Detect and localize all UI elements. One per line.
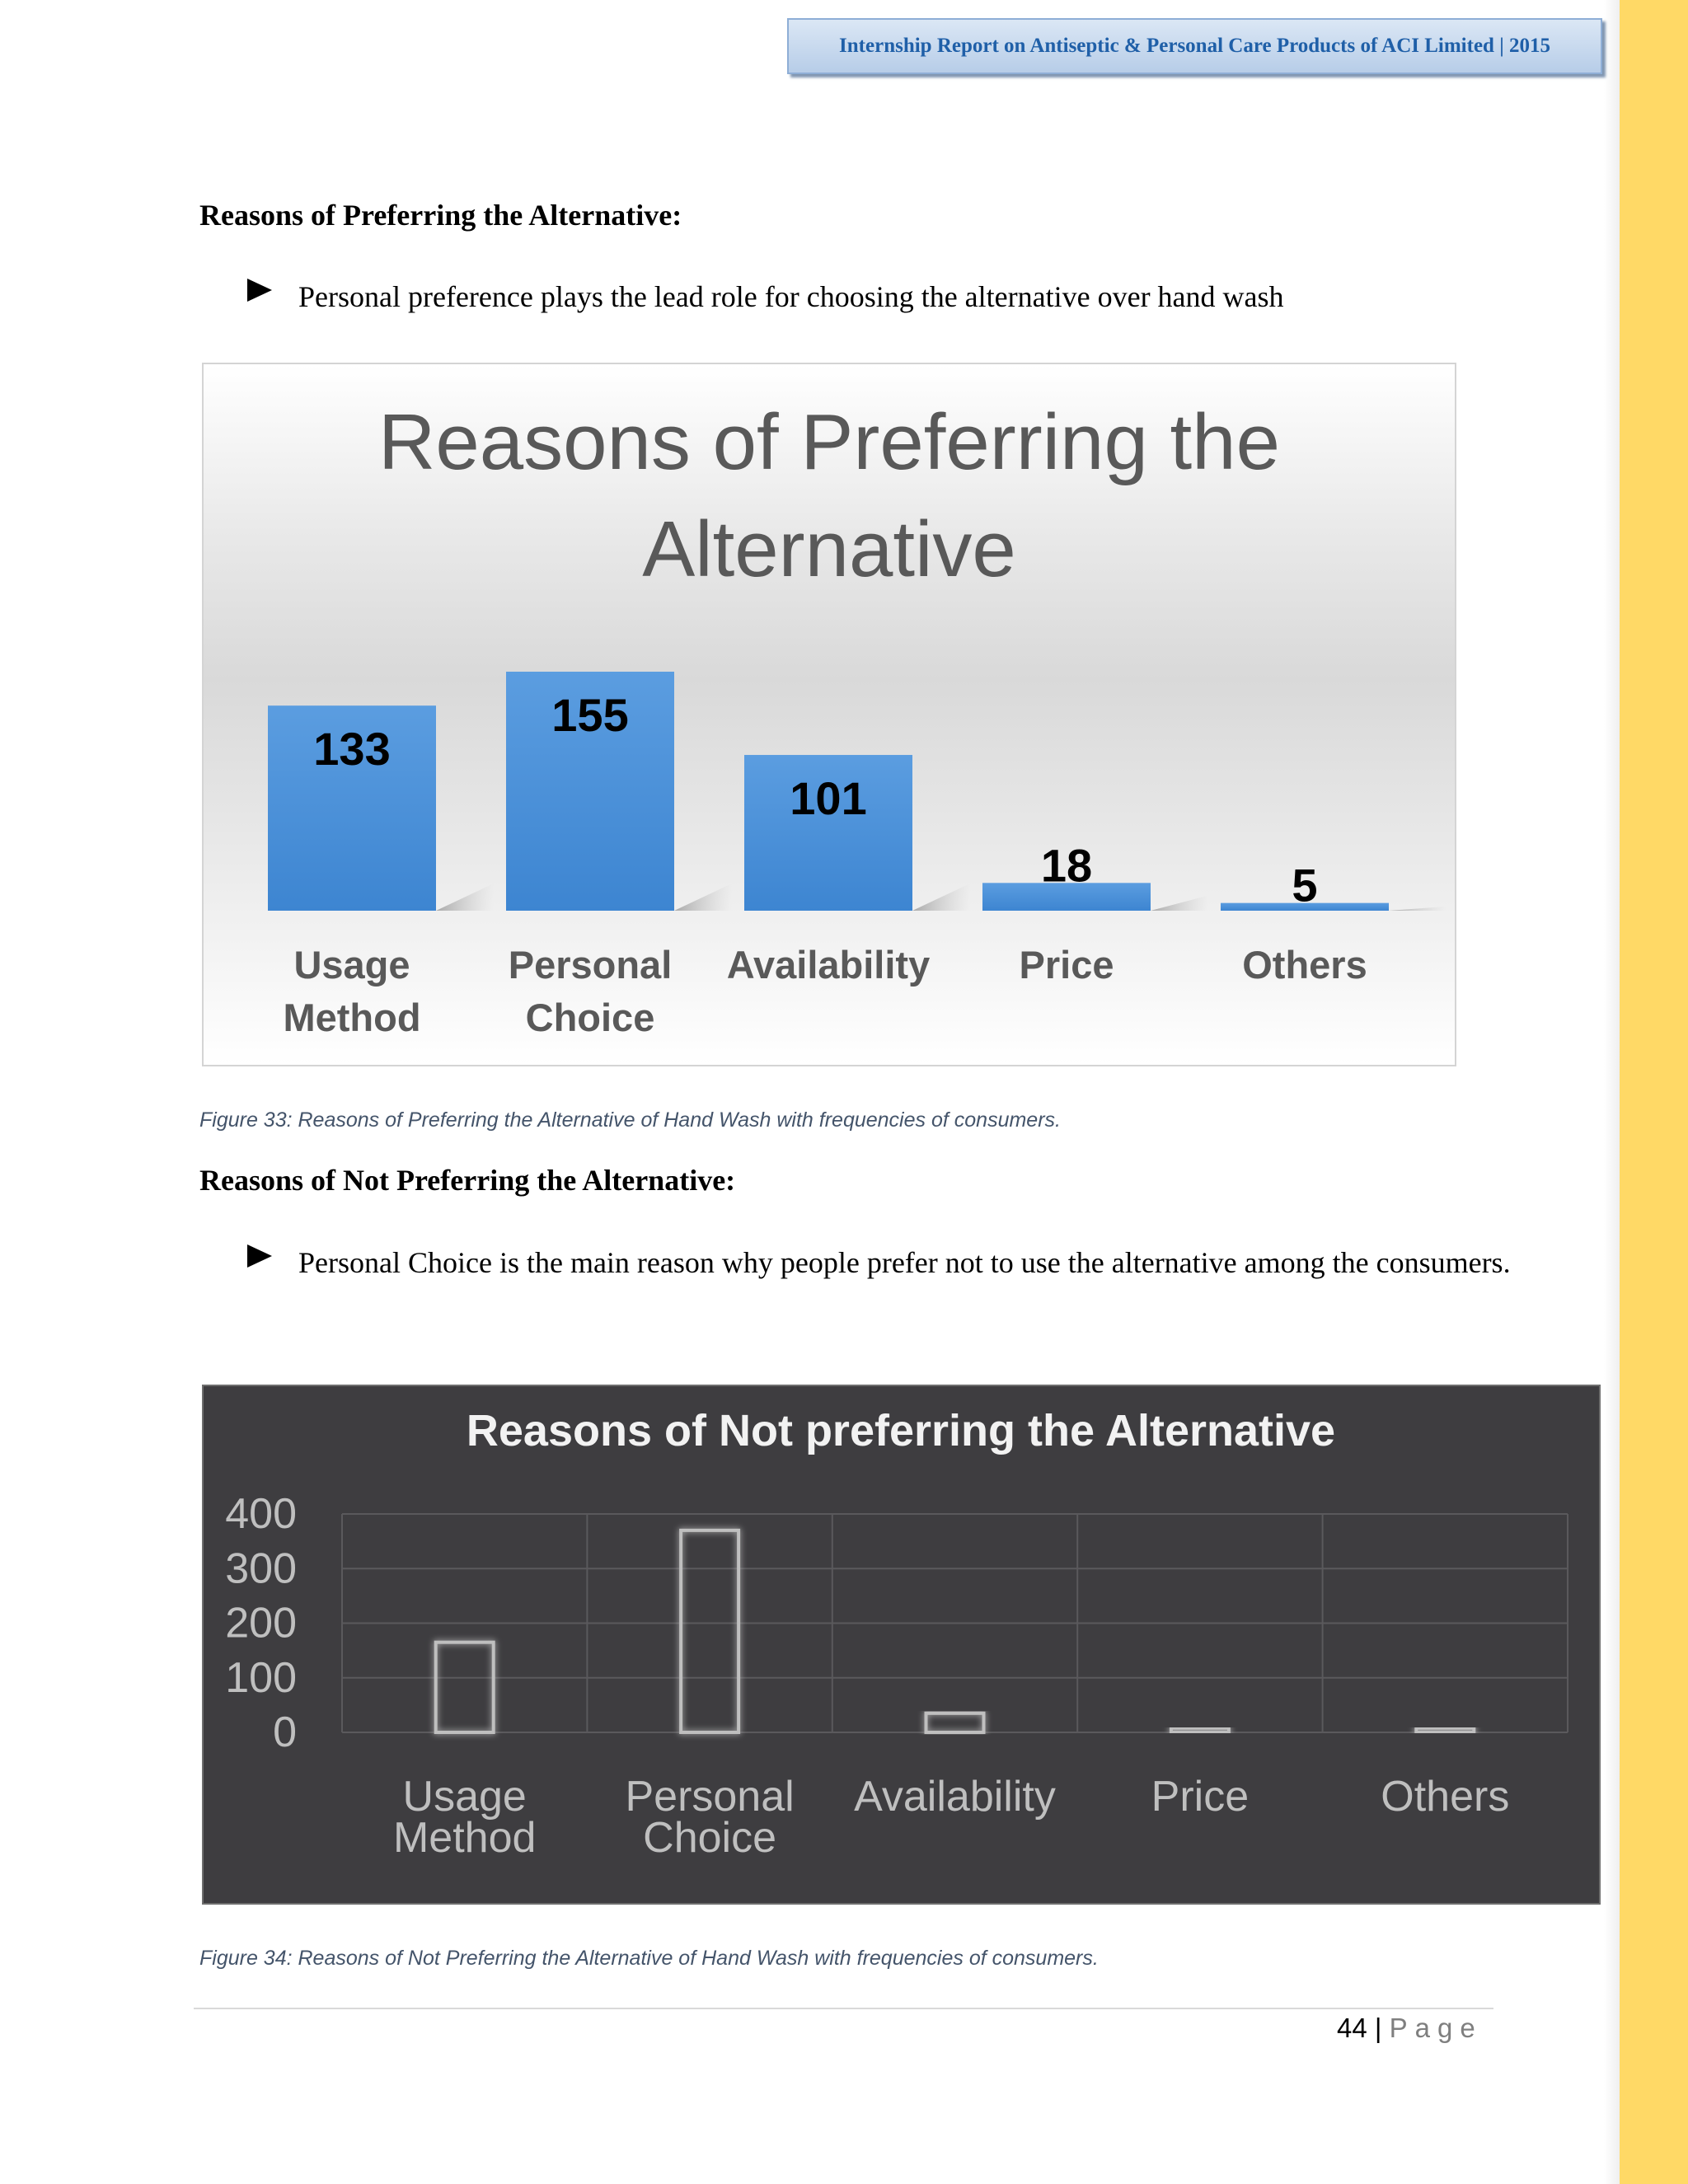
bar: [982, 883, 1151, 911]
category-label: Availability: [727, 943, 930, 987]
chart-title: Reasons of Preferring the: [378, 398, 1280, 486]
data-label: 18: [1041, 839, 1092, 891]
category-label: Usage: [293, 943, 410, 987]
y-tick-label: 100: [225, 1654, 297, 1702]
bar-shadow: [674, 883, 732, 911]
category-label: Method: [393, 1814, 536, 1862]
chart-not-preferring-svg: Reasons of Not preferring the Alternativ…: [225, 1406, 1568, 1862]
bar: [434, 1640, 495, 1734]
bar: [744, 755, 912, 911]
figure-caption-34: Figure 34: Reasons of Not Preferring the…: [199, 1947, 1099, 1970]
bar-shadow: [912, 883, 970, 911]
bullet-text-preferring: Personal preference plays the lead role …: [298, 280, 1284, 313]
bar: [268, 705, 436, 911]
category-label: Others: [1381, 1773, 1509, 1821]
bar-shadow: [436, 883, 494, 911]
bar: [924, 1711, 986, 1734]
section-heading-preferring: Reasons of Preferring the Alternative:: [199, 199, 682, 232]
section-heading-not-preferring: Reasons of Not Preferring the Alternativ…: [199, 1164, 736, 1197]
bar: [1221, 902, 1389, 911]
bullet-text-not-preferring: Personal Choice is the main reason why p…: [298, 1246, 1511, 1279]
chart-preferring: Reasons of Preferring the Alternative 133 U…: [202, 363, 1456, 1066]
page-edge-shadow: [1604, 0, 1620, 2184]
bar: [1414, 1726, 1476, 1735]
page-header: Internship Report on Antiseptic & Person…: [787, 18, 1602, 74]
bar-shadow: [1151, 895, 1208, 911]
arrow-bullet-icon: [247, 1244, 272, 1268]
y-tick-label: 300: [225, 1544, 297, 1592]
bullet-not-preferring: Personal Choice is the main reason why p…: [247, 1235, 1541, 1291]
footer-divider: [194, 2008, 1493, 2009]
y-tick-label: 0: [273, 1708, 297, 1756]
category-label: Personal: [509, 943, 673, 987]
data-label: 5: [1292, 860, 1317, 912]
page-sidebar-stripe: [1620, 0, 1688, 2184]
chart-preferring-svg: Reasons of Preferring the Alternative 133 U…: [268, 398, 1447, 1039]
data-label: 101: [790, 772, 866, 824]
data-label: 155: [551, 689, 628, 741]
chart-not-preferring: Reasons of Not preferring the Alternativ…: [202, 1385, 1601, 1905]
category-label: Usage: [403, 1773, 527, 1821]
bar: [506, 672, 674, 911]
category-label: Others: [1242, 943, 1367, 987]
y-tick-label: 200: [225, 1600, 297, 1647]
header-title: Internship Report on Antiseptic & Person…: [839, 35, 1550, 57]
category-label: Method: [283, 996, 420, 1039]
bullet-preferring: Personal preference plays the lead role …: [247, 269, 1541, 325]
chart-title: Alternative: [642, 505, 1016, 593]
page-number-word: Page: [1389, 2013, 1483, 2043]
bar: [1169, 1726, 1231, 1735]
category-label: Availability: [854, 1773, 1056, 1821]
category-label: Price: [1020, 943, 1114, 987]
figure-caption-33: Figure 33: Reasons of Preferring the Alt…: [199, 1108, 1061, 1132]
category-label: Choice: [643, 1814, 776, 1862]
arrow-bullet-icon: [247, 279, 272, 302]
category-label: Choice: [526, 996, 655, 1039]
bar-shadow: [1389, 906, 1447, 911]
y-tick-label: 400: [225, 1490, 297, 1538]
data-label: 133: [313, 723, 390, 775]
page-number-value: 44: [1337, 2013, 1367, 2043]
bar: [679, 1528, 741, 1734]
page-number-separator: |: [1374, 2013, 1382, 2043]
page-number: 44 | Page: [1337, 2013, 1483, 2044]
chart-title: Reasons of Not preferring the Alternativ…: [467, 1406, 1335, 1455]
category-label: Personal: [625, 1773, 794, 1821]
category-label: Price: [1151, 1773, 1249, 1821]
